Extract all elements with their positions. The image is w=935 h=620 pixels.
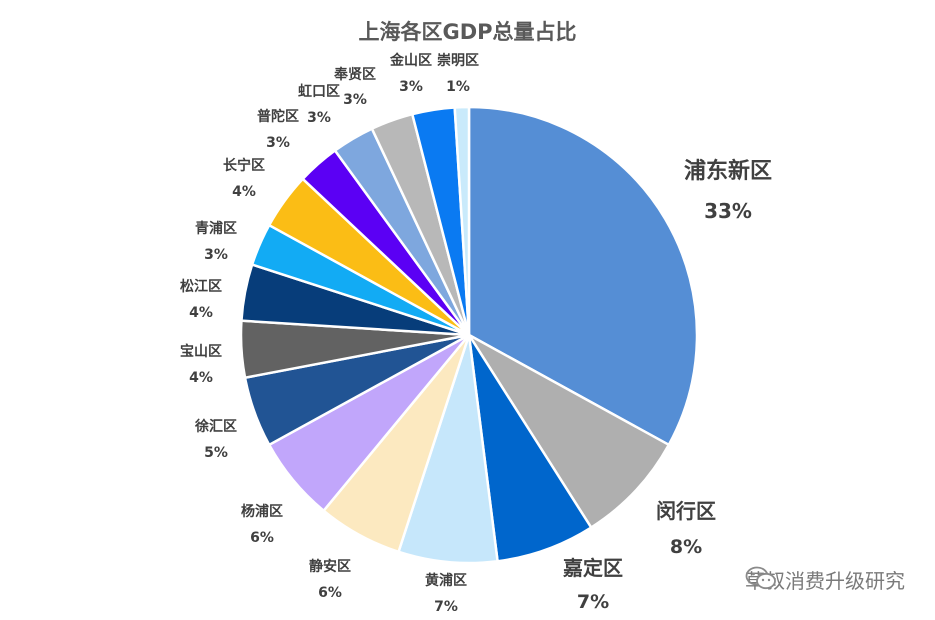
pie-slice-1 — [467, 105, 699, 447]
slice-value-label-3: 7% — [577, 591, 609, 613]
slice-value-label-13: 3% — [307, 110, 331, 126]
slice-value-label-4: 7% — [434, 599, 458, 615]
slice-value-label-8: 4% — [189, 370, 213, 386]
slice-value-label-14: 3% — [343, 92, 367, 108]
slice-value-label-7: 5% — [204, 445, 228, 461]
slice-value-label-15: 3% — [399, 79, 423, 95]
slice-label-14: 奉贤区 — [334, 66, 376, 83]
wechat-icon — [745, 566, 776, 590]
slice-label-12: 普陀区 — [257, 108, 299, 125]
slice-label-1: 浦东新区 — [684, 158, 772, 184]
slice-label-16: 崇明区 — [437, 52, 479, 69]
slice-label-8: 宝山区 — [180, 343, 222, 360]
slice-value-label-5: 6% — [318, 585, 342, 601]
slice-value-label-9: 4% — [189, 305, 213, 321]
slice-value-label-16: 1% — [446, 79, 470, 95]
slice-value-label-2: 8% — [670, 536, 702, 558]
slice-label-2: 闵行区 — [656, 499, 716, 523]
slice-label-11: 长宁区 — [223, 157, 265, 174]
slice-value-label-1: 33% — [704, 199, 752, 223]
watermark: 草叔消费升级研究 — [745, 565, 905, 594]
slice-label-7: 徐汇区 — [194, 418, 237, 435]
chart-title: 上海各区GDP总量占比 — [358, 20, 577, 44]
slice-label-6: 杨浦区 — [241, 503, 283, 520]
slice-label-15: 金山区 — [389, 52, 432, 69]
pie-slice-2 — [467, 333, 671, 530]
slice-label-13: 虹口区 — [298, 84, 340, 100]
slice-value-label-6: 6% — [250, 530, 274, 546]
slice-value-label-10: 3% — [204, 247, 228, 263]
pie-slice-16 — [453, 105, 471, 336]
slice-label-9: 松江区 — [180, 278, 222, 295]
slice-label-5: 静安区 — [309, 558, 351, 575]
slice-value-label-12: 3% — [266, 135, 290, 151]
slice-label-10: 青浦区 — [195, 220, 237, 237]
slice-label-4: 黄浦区 — [425, 572, 467, 589]
slice-label-3: 嘉定区 — [562, 556, 623, 580]
slice-value-label-11: 4% — [232, 184, 256, 200]
